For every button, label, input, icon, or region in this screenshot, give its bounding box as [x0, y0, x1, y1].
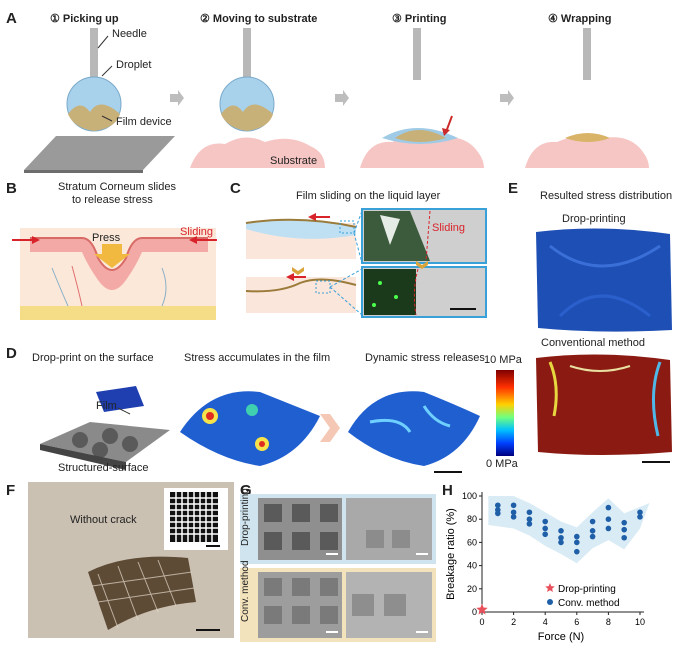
panel-c-label: C [230, 180, 241, 197]
panel-d-cap3: Dynamic stress releases [365, 352, 485, 364]
conv-method-point [542, 518, 548, 525]
y-tick-label: 40 [467, 561, 477, 571]
conv-method-point [621, 519, 627, 526]
step-4-label: ④ Wrapping [548, 13, 612, 25]
y-tick-label: 60 [467, 537, 477, 547]
panel-d-cap2: Stress accumulates in the film [184, 352, 331, 364]
conv-method-point [558, 534, 564, 541]
y-tick-label: 100 [462, 491, 477, 501]
conv-method-point [510, 509, 517, 516]
panel-d-illustration [40, 386, 480, 473]
step-3-label: ③ Printing [392, 13, 447, 25]
x-tick-label: 10 [635, 617, 645, 627]
stress-colorbar [496, 370, 514, 456]
film-annotation: Film [96, 400, 117, 412]
press-label: Press [92, 232, 121, 244]
conv-method-point [637, 509, 643, 516]
conv-method-point [605, 516, 612, 522]
panel-f-photo [28, 482, 234, 638]
x-tick-label: 0 [479, 617, 484, 627]
colorbar-max: 10 MPa [484, 354, 522, 366]
panel-g-micrographs [240, 494, 436, 642]
x-axis-label: Force (N) [538, 631, 584, 643]
panel-a-illustration [24, 28, 649, 173]
conv-method-point [510, 502, 517, 509]
colorbar-min: 0 MPa [486, 458, 518, 470]
panel-b-title-2: to release stress [72, 194, 153, 206]
without-crack-annotation: Without crack [70, 514, 137, 526]
drop-printing-point [476, 603, 488, 615]
conv-method-point [558, 528, 564, 534]
x-tick-label: 4 [543, 617, 548, 627]
conv-method-point [574, 548, 580, 555]
panel-e-label: E [508, 180, 519, 197]
panel-e-stress-maps [536, 228, 672, 463]
conv-method-point [542, 531, 548, 538]
substrate-annotation: Substrate [270, 155, 318, 167]
conv-method-point [495, 502, 501, 509]
conv-method-point [574, 533, 580, 540]
conv-method-point [637, 514, 643, 520]
conv-method-point [542, 525, 548, 532]
needle-annotation: Needle [112, 28, 147, 40]
panel-g-label: G [240, 482, 252, 499]
conv-method-point [526, 516, 533, 522]
panel-g-row2-label: Conv. method [240, 560, 251, 622]
legend-label: Drop-printing [558, 584, 616, 595]
panel-b-label: B [6, 180, 17, 197]
y-tick-label: 20 [467, 584, 477, 594]
x-tick-label: 6 [574, 617, 579, 627]
y-tick-label: 0 [472, 607, 477, 617]
panel-d-label: D [6, 345, 17, 362]
panel-c-title: Film sliding on the liquid layer [296, 190, 441, 202]
chart-axes [481, 492, 644, 613]
x-tick-label: 2 [511, 617, 516, 627]
conv-method-point [495, 510, 501, 517]
conv-method-point [558, 539, 564, 546]
panel-e-sub2: Conventional method [541, 337, 645, 349]
panel-e-title: Resulted stress distribution [540, 190, 673, 202]
structured-surface-annotation: Structured-surface [58, 462, 149, 474]
conv-method-point [526, 509, 533, 516]
panel-a-label: A [6, 10, 17, 27]
conv-method-point [526, 521, 533, 527]
panel-d-cap1: Drop-print on the surface [32, 352, 154, 364]
conv-method-point [589, 518, 596, 525]
film-device-annotation: Film device [116, 116, 172, 128]
conv-method-point [621, 526, 627, 533]
panel-b-illustration [12, 228, 217, 320]
x-tick-label: 8 [606, 617, 611, 627]
conv-method-point [605, 525, 612, 532]
step-2-label: ② Moving to substrate [200, 13, 318, 25]
y-axis-label: Breakage ratio (%) [445, 508, 457, 600]
chart-marks [476, 502, 643, 615]
sliding-label-c: Sliding [432, 222, 466, 234]
legend-conv-method-marker [547, 599, 553, 605]
chart-legend: Drop-printing Conv. method [545, 583, 620, 609]
step-1-label: ① Picking up [50, 13, 119, 25]
legend-label: Conv. method [558, 598, 620, 609]
panel-g-row1-label: Drop-printing [240, 488, 251, 546]
conv-method-point [574, 539, 580, 546]
panel-e-sub1: Drop-printing [562, 213, 626, 225]
conv-method-point [621, 534, 627, 541]
legend-drop-printing-marker [545, 583, 555, 593]
conv-method-point [589, 533, 596, 540]
panel-f-label: F [6, 482, 16, 499]
conv-method-point [605, 504, 612, 511]
conv-method-point [589, 528, 596, 534]
panel-h-label: H [442, 482, 453, 499]
y-tick-label: 80 [467, 514, 477, 524]
sliding-label-b: Sliding [180, 226, 214, 238]
panel-b-title-1: Stratum Corneum slides [58, 181, 176, 193]
conv-method-point [510, 514, 517, 520]
droplet-annotation: Droplet [116, 59, 152, 71]
panel-c-illustration [245, 208, 487, 318]
